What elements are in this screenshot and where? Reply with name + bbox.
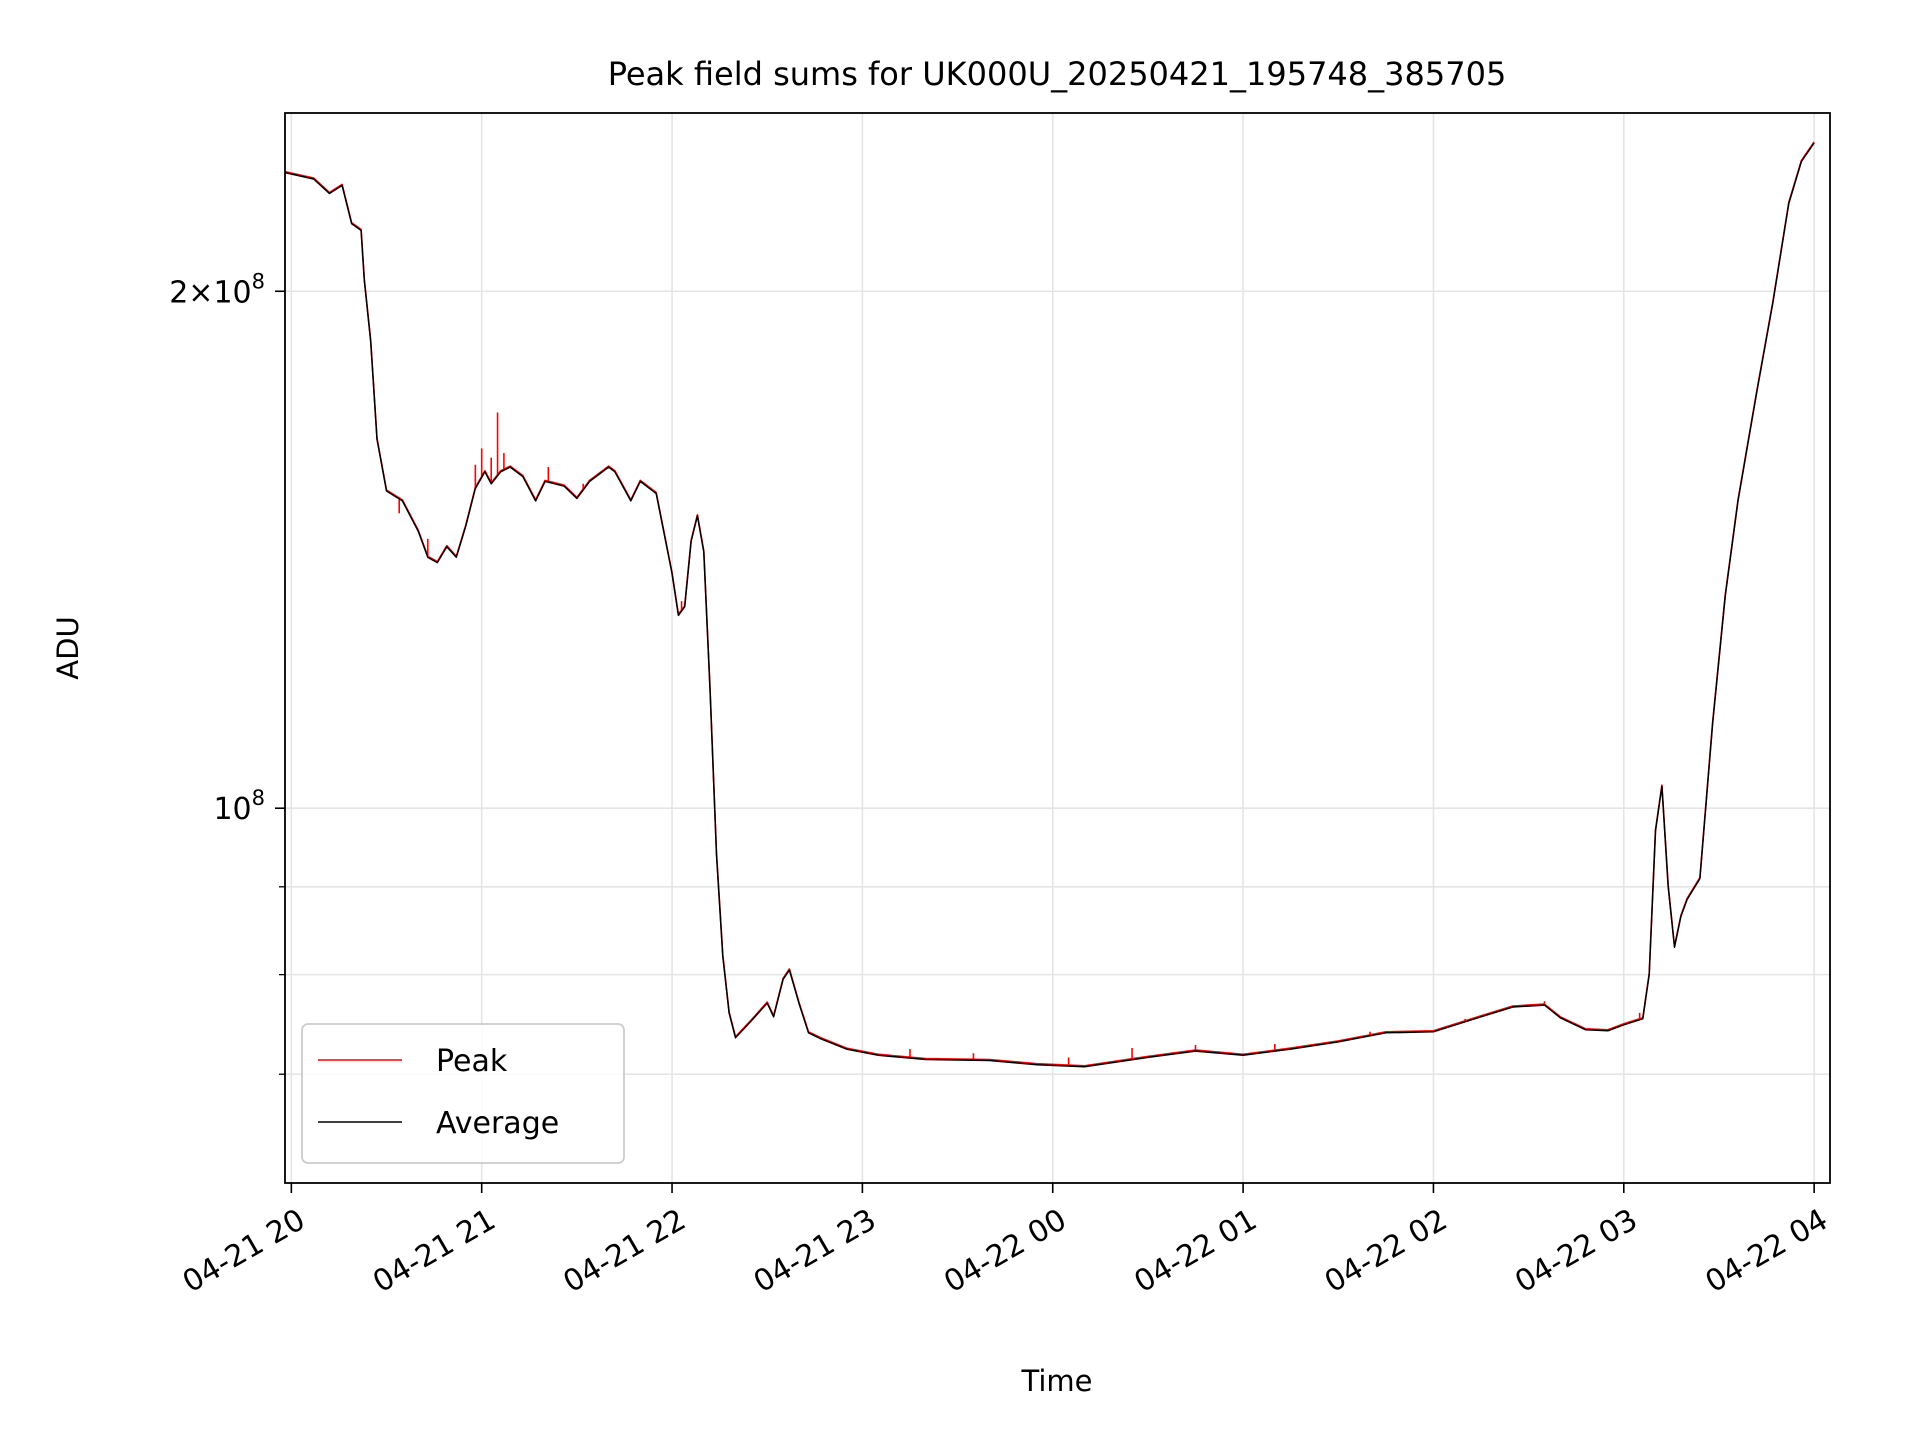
average-series <box>284 142 1815 1068</box>
legend-peak-label: Peak <box>436 1044 508 1079</box>
chart-title: Peak field sums for UK000U_20250421_1957… <box>608 55 1507 93</box>
series-layer <box>284 141 1815 1068</box>
plot-area-frame <box>284 112 1831 1184</box>
x-axis-label: Time <box>1021 1364 1093 1398</box>
legend-average-label: Average <box>436 1106 559 1141</box>
y-tick-exponent: 8 <box>252 786 265 810</box>
y-tick-exponent: 8 <box>252 269 265 293</box>
legend-box <box>301 1023 625 1164</box>
legend: Peak Average <box>301 1023 625 1164</box>
y-axis-label: ADU <box>51 616 85 679</box>
y-tick-label: 2×108 <box>169 269 265 310</box>
average-line <box>284 142 1815 1068</box>
grid <box>285 113 1830 1183</box>
